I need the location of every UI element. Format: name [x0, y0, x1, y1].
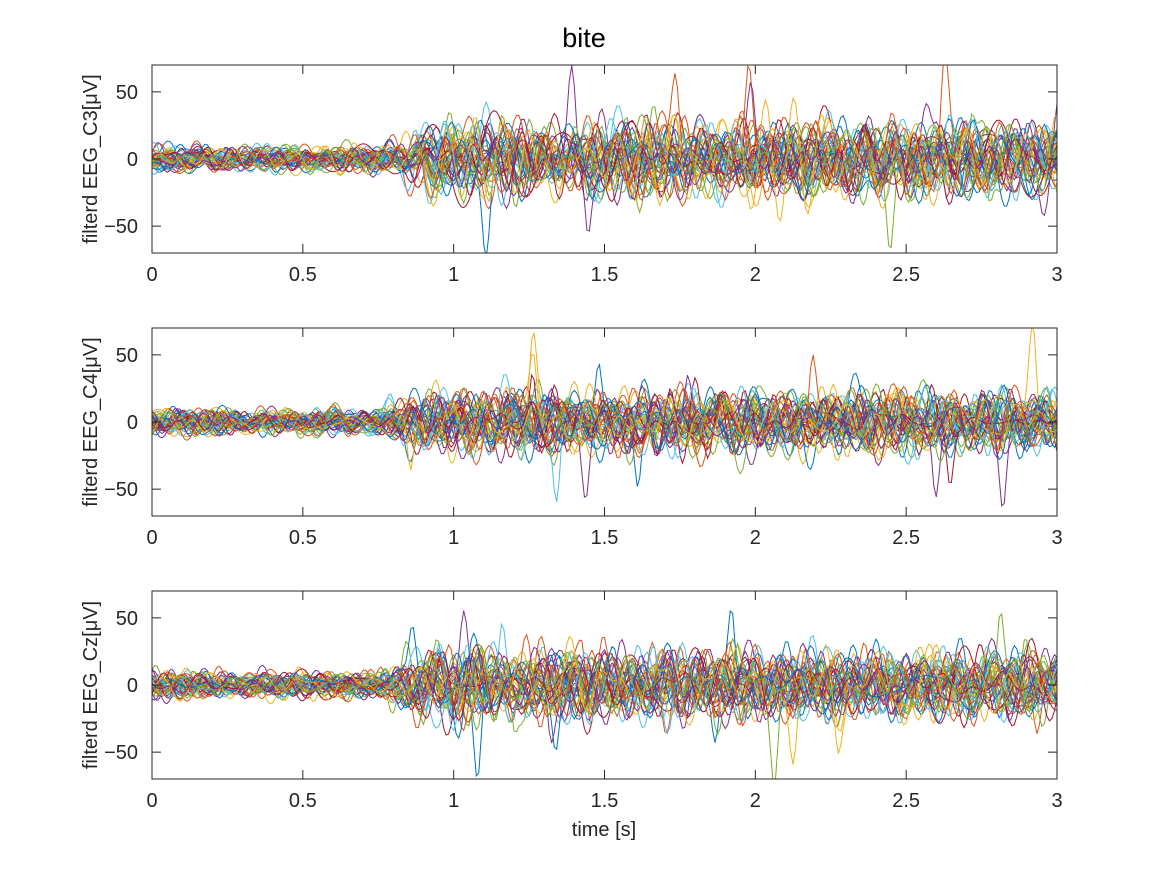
trace-line	[152, 645, 1057, 725]
trace-line	[152, 378, 1057, 475]
y-tick-label: −50	[104, 742, 138, 764]
y-axis-label-c4: filterd EEG_C4[μV]	[80, 337, 102, 506]
trace-line	[152, 354, 1057, 466]
trace-line	[152, 65, 1057, 202]
x-tick-label: 0	[146, 790, 157, 812]
figure-title: bite	[562, 23, 606, 53]
x-tick-label: 0.5	[289, 264, 317, 286]
trace-line	[152, 652, 1057, 779]
trace-line	[152, 127, 1057, 193]
x-tick-label: 0.5	[289, 527, 317, 549]
traces-cz	[152, 610, 1057, 779]
x-tick-label: 2.5	[892, 264, 920, 286]
x-tick-label: 1	[448, 527, 459, 549]
y-tick-label: 0	[127, 675, 138, 697]
trace-line	[152, 643, 1057, 754]
y-tick-label: −50	[104, 216, 138, 238]
y-tick-label: 50	[116, 345, 138, 367]
trace-line	[152, 122, 1057, 207]
trace-line	[152, 657, 1057, 715]
trace-line	[152, 394, 1057, 451]
trace-line	[152, 392, 1057, 507]
x-tick-label: 3	[1051, 527, 1062, 549]
traces-c3	[152, 65, 1057, 253]
x-tick-label: 2	[750, 264, 761, 286]
trace-line	[152, 395, 1057, 457]
trace-line	[152, 114, 1057, 192]
x-tick-label: 1	[448, 790, 459, 812]
axes-cz: 0 0.5 1 1.5 2 2.5 3 −50 0 50 filterd EEG_Cz[μV]	[80, 590, 1063, 812]
x-tick-label: 2.5	[892, 527, 920, 549]
axes-c4: 0 0.5 1 1.5 2 2.5 3 −50 0 50 filterd EEG_C4[μV]	[80, 327, 1063, 549]
trace-line	[152, 385, 1057, 453]
trace-line	[152, 635, 1057, 729]
x-tick-label: 0	[146, 527, 157, 549]
trace-line	[152, 651, 1057, 721]
y-tick-label: 0	[127, 412, 138, 434]
trace-line	[152, 353, 1057, 452]
y-tick-label: −50	[104, 479, 138, 501]
x-tick-label: 2	[750, 790, 761, 812]
x-tick-label: 1	[448, 264, 459, 286]
trace-line	[152, 641, 1057, 723]
x-tick-label: 0	[146, 264, 157, 286]
x-axis-label: time [s]	[572, 819, 636, 841]
x-tick-label: 1.5	[591, 527, 619, 549]
y-axis-label-c3: filterd EEG_C3[μV]	[80, 74, 102, 243]
x-tick-label: 2.5	[892, 790, 920, 812]
trace-line	[152, 382, 1057, 471]
x-tick-label: 1.5	[591, 790, 619, 812]
trace-line	[152, 386, 1057, 459]
x-tick-label: 0.5	[289, 790, 317, 812]
x-tick-label: 2	[750, 527, 761, 549]
axes-c3: 0 0.5 1 1.5 2 2.5 3 −50 0 50 filterd EEG_C3[μV]	[80, 64, 1063, 286]
trace-line	[152, 646, 1057, 721]
trace-line	[152, 389, 1057, 451]
trace-line	[152, 374, 1057, 459]
x-tick-label: 1.5	[591, 264, 619, 286]
trace-line	[152, 379, 1057, 467]
y-tick-label: 0	[127, 149, 138, 171]
traces-c4	[152, 328, 1057, 507]
x-tick-label: 3	[1051, 264, 1062, 286]
y-tick-label: 50	[116, 82, 138, 104]
y-axis-label-cz: filterd EEG_Cz[μV]	[80, 601, 102, 769]
x-tick-label: 3	[1051, 790, 1062, 812]
y-tick-label: 50	[116, 608, 138, 630]
